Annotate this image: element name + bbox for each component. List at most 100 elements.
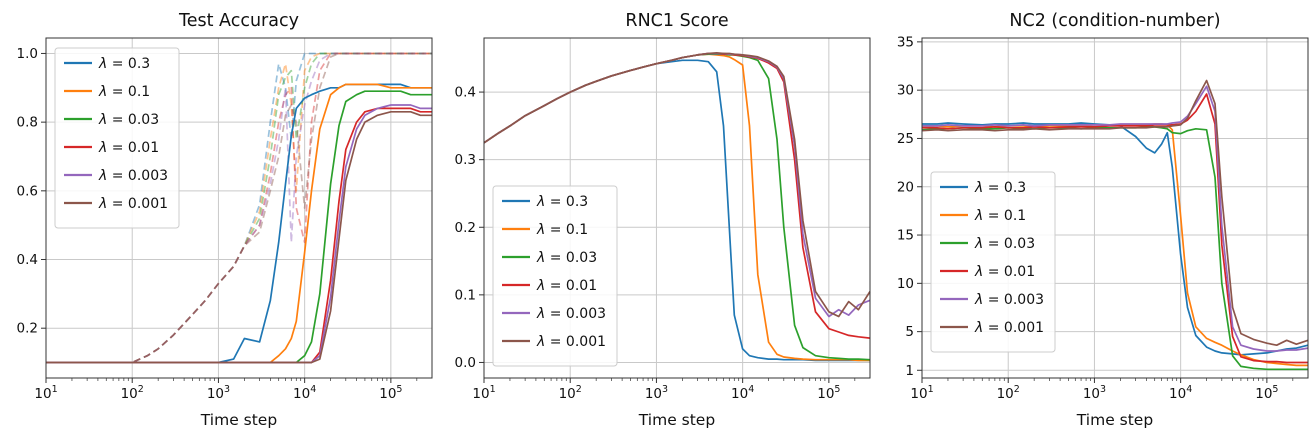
x-tick-label: 104 (1169, 384, 1192, 402)
x-tick-label: 101 (34, 384, 57, 402)
legend-label: λ = 0.003 (536, 306, 606, 322)
legend-box (930, 171, 1056, 353)
x-tick-label: 102 (997, 384, 1020, 402)
legend-entry: λ = 0.003 (502, 306, 606, 322)
y-tick-label: 0.3 (455, 152, 476, 168)
y-tick-label: 15 (897, 228, 914, 244)
y-tick-label: 30 (897, 83, 914, 99)
y-tick-label: 0.0 (455, 355, 476, 371)
x-tick-label: 101 (910, 384, 933, 402)
legend-label: λ = 0.001 (98, 196, 168, 212)
chart-nc2-condition-number: NC2 (condition-number) Time step 101 102 1… (897, 11, 1309, 429)
legend-entry: λ = 0.003 (940, 292, 1044, 308)
legend-box (492, 185, 618, 367)
x-tick-label: 104 (293, 384, 316, 402)
legend-label: λ = 0.1 (98, 84, 150, 100)
series-line-lambda-0.01 (922, 93, 1308, 364)
y-tick-label: 5 (905, 324, 914, 340)
y-tick-label: 0.8 (17, 115, 38, 131)
y-tick-label: 25 (897, 131, 914, 147)
legend-label: λ = 0.3 (536, 194, 588, 210)
plot-series (46, 52, 432, 364)
x-axis-label: Time step (638, 411, 715, 429)
y-tick-label: 20 (897, 179, 914, 195)
y-tick-label: 0.2 (17, 321, 38, 337)
axes-frame (921, 37, 1309, 379)
legend-entry: λ = 0.01 (64, 140, 159, 156)
x-axis: 101 102 103 104 105 (472, 378, 856, 402)
legend-entry: λ = 0.3 (502, 194, 588, 210)
legend-label: λ = 0.1 (536, 222, 588, 238)
y-axis: 0.2 0.4 0.6 0.8 1.0 (17, 46, 46, 337)
legend-entry: λ = 0.03 (940, 236, 1035, 252)
x-axis: 101 102 103 104 105 (910, 378, 1294, 402)
y-tick-label: 0.2 (455, 220, 476, 236)
x-tick-label: 101 (472, 384, 495, 402)
legend-entry: λ = 0.03 (64, 112, 159, 128)
chart-title: NC2 (condition-number) (1009, 11, 1220, 31)
chart-title: RNC1 Score (625, 11, 728, 31)
series-line-lambda-0.001 (46, 110, 432, 364)
x-tick-label: 105 (817, 384, 840, 402)
x-axis-label: Time step (200, 411, 277, 429)
legend-label: λ = 0.1 (974, 208, 1026, 224)
legend-label: λ = 0.03 (98, 112, 159, 128)
legend-label: λ = 0.001 (536, 334, 606, 350)
legend-entry: λ = 0.01 (502, 278, 597, 294)
y-tick-label: 35 (897, 34, 914, 50)
series-line-lambda-0.001 (921, 79, 1309, 347)
x-axis: 101 102 103 104 105 (34, 378, 418, 402)
figure-rnc1-score: RNC1 Score Time step 101 102 103 104 105 0.0 0… (438, 0, 876, 436)
legend-label: λ = 0.003 (974, 292, 1044, 308)
series-line-lambda-0.003 (922, 85, 1309, 352)
legend: λ = 0.3 λ = 0.1 λ = 0.03 λ = 0.01 λ = 0.003 λ… (492, 185, 618, 367)
legend-entry: λ = 0.001 (64, 196, 168, 212)
legend-label: λ = 0.3 (974, 180, 1026, 196)
axes-frame (45, 37, 433, 379)
y-axis: 0.0 0.1 0.2 0.3 0.4 (455, 85, 484, 371)
legend-label: λ = 0.01 (98, 140, 159, 156)
chart-title: Test Accuracy (178, 11, 299, 31)
figure-nc2-condition-number: NC2 (condition-number) Time step 101 102 1… (876, 0, 1314, 436)
y-tick-label: 0.6 (17, 183, 38, 199)
x-tick-label: 103 (1083, 384, 1106, 402)
y-tick-label: 10 (897, 276, 914, 292)
x-tick-label: 105 (379, 384, 402, 402)
legend-label: λ = 0.003 (98, 168, 168, 184)
legend: λ = 0.3 λ = 0.1 λ = 0.03 λ = 0.01 λ = 0.003 λ… (930, 171, 1056, 353)
figure-test-accuracy: Test Accuracy Time step 101 102 103 104 105 0… (0, 0, 438, 436)
x-axis-label: Time step (1076, 411, 1153, 429)
legend-entry: λ = 0.03 (502, 250, 597, 266)
legend-entry: λ = 0.001 (940, 320, 1044, 336)
y-tick-label: 0.4 (17, 252, 38, 268)
legend: λ = 0.3 λ = 0.1 λ = 0.03 λ = 0.01 λ = 0.003 λ… (54, 47, 180, 229)
legend-entry: λ = 0.3 (64, 56, 150, 72)
y-tick-label: 1 (905, 363, 914, 379)
legend-label: λ = 0.3 (98, 56, 150, 72)
legend-label: λ = 0.01 (536, 278, 597, 294)
x-tick-label: 102 (559, 384, 582, 402)
legend-label: λ = 0.01 (974, 264, 1035, 280)
legend-entry: λ = 0.1 (502, 222, 588, 238)
chart-rnc1-score: RNC1 Score Time step 101 102 103 104 1050.00… (455, 11, 871, 429)
legend-label: λ = 0.001 (974, 320, 1044, 336)
chart-test-accuracy: Test Accuracy Time step 101 102 103 104 105 0… (17, 11, 433, 429)
legend-box (54, 47, 180, 229)
plot-series (483, 52, 871, 362)
legend-entry: λ = 0.001 (502, 334, 606, 350)
y-tick-label: 0.4 (455, 85, 476, 101)
legend-entry: λ = 0.1 (940, 208, 1026, 224)
legend-label: λ = 0.03 (536, 250, 597, 266)
y-tick-label: 0.1 (455, 287, 476, 303)
series-line-lambda-0.001 (483, 52, 871, 318)
legend-entry: λ = 0.01 (940, 264, 1035, 280)
legend-label: λ = 0.03 (974, 236, 1035, 252)
x-tick-label: 102 (121, 384, 144, 402)
legend-entry: λ = 0.3 (940, 180, 1026, 196)
x-tick-label: 103 (207, 384, 230, 402)
plot-series (921, 79, 1309, 371)
series-line-lambda-0.3 (922, 122, 1309, 356)
x-tick-label: 105 (1255, 384, 1278, 402)
x-tick-label: 104 (731, 384, 754, 402)
